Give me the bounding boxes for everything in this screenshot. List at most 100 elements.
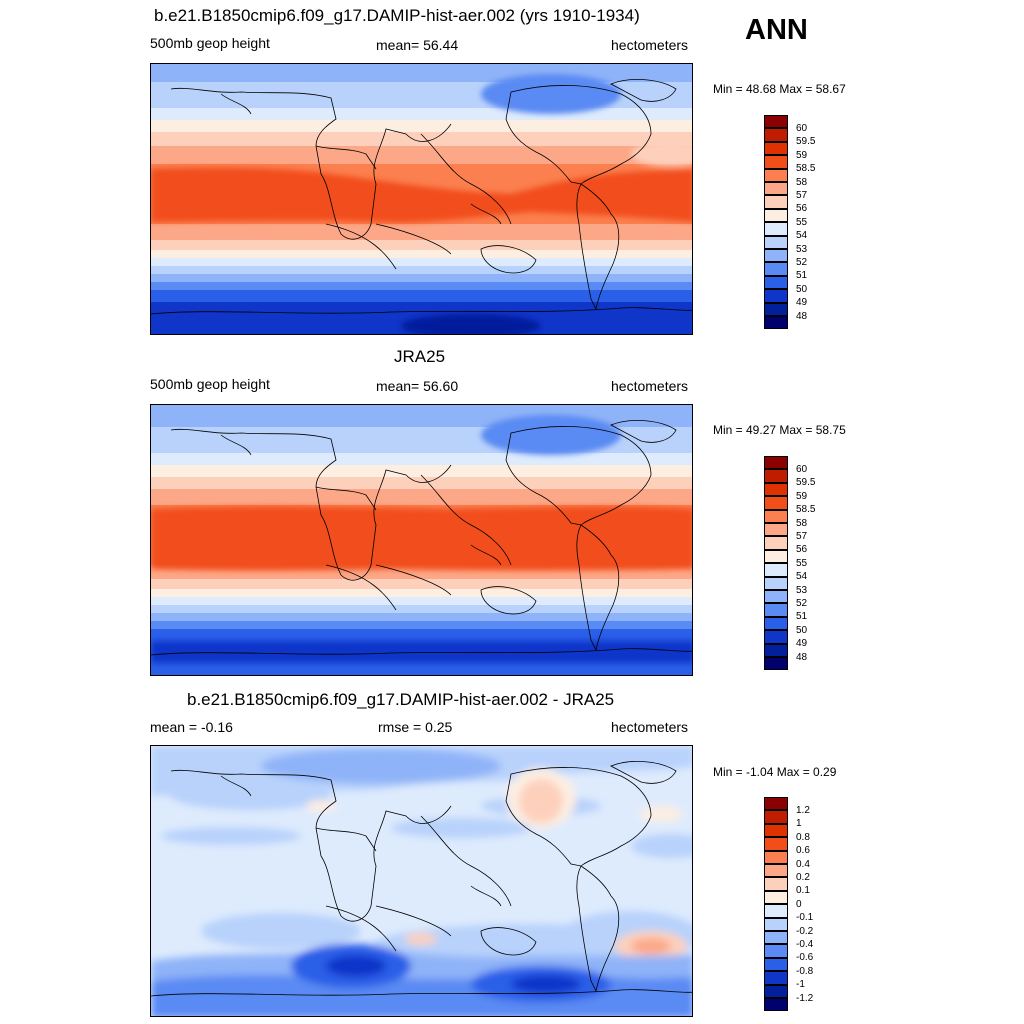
panel1-colorbar-label: 51 <box>796 270 808 282</box>
panel3-colorbar-label: -0.4 <box>796 939 814 950</box>
panel1-colorbar-swatch <box>764 275 788 290</box>
panel3-colorbar-label: 1.2 <box>796 805 810 816</box>
panel1-colorbar-label: 52 <box>796 257 808 268</box>
panel2-colorbar-label: 54 <box>796 571 808 583</box>
panel2-colorbar-label: 53 <box>796 584 808 596</box>
panel1-colorbar-swatch <box>764 182 788 196</box>
panel3-colorbar-swatch <box>764 823 788 838</box>
panel3-colorbar-label: -0.1 <box>796 912 814 924</box>
panel2-colorbar-swatch <box>764 630 788 644</box>
panel3-colorbar-swatch <box>764 944 788 958</box>
panel3-map <box>150 745 693 1017</box>
panel3-colorbar-swatch <box>764 998 788 1012</box>
panel2-minmax-label: Min = 49.27 Max = 58.75 <box>713 423 846 437</box>
panel2-colorbar-label: 60 <box>796 464 808 475</box>
panel2-colorbar-label: 55 <box>796 557 808 569</box>
panel1-colorbar-label: 60 <box>796 123 808 134</box>
panel2-mean-label: mean= 56.60 <box>376 378 459 394</box>
panel1-colorbar-label: 58 <box>796 176 808 188</box>
panel3-colorbar-swatch <box>764 904 788 918</box>
panel3-colorbar-label: -0.2 <box>796 925 814 937</box>
panel2-colorbar-swatch <box>764 603 788 617</box>
panel1-colorbar-swatch <box>764 222 788 236</box>
panel1-minmax-label: Min = 48.68 Max = 58.67 <box>713 82 846 96</box>
panel2-colorbar-swatch <box>764 657 788 671</box>
panel1-variable-label: 500mb geop height <box>150 35 270 51</box>
season-label: ANN <box>745 14 808 46</box>
panel3-colorbar-swatch <box>764 971 788 985</box>
panel1-colorbar-label: 53 <box>796 243 808 255</box>
panel3-rmse-label: rmse = 0.25 <box>378 719 453 735</box>
panel3-colorbar-swatch <box>764 864 788 878</box>
panel3-colorbar-swatch <box>764 984 788 998</box>
panel3-colorbar-swatch <box>764 917 788 931</box>
panel2-colorbar-label: 58 <box>796 517 808 529</box>
panel1-colorbar-swatch <box>764 155 788 169</box>
panel3-colorbar-swatch <box>764 890 788 905</box>
panel1-title: b.e21.B1850cmip6.f09_g17.DAMIP-hist-aer.… <box>154 6 640 25</box>
panel1-colorbar-swatch <box>764 195 788 209</box>
panel3-colorbar-swatch <box>764 931 788 945</box>
panel2-colorbar-swatch <box>764 536 788 550</box>
panel2-colorbar-swatch <box>764 496 788 510</box>
panel1-colorbar-swatch <box>764 115 788 129</box>
panel2-colorbar-label: 58.5 <box>796 504 816 516</box>
panel1-colorbar-label: 48 <box>796 310 808 322</box>
panel2-title: JRA25 <box>394 347 446 366</box>
panel3-mean-label: mean = -0.16 <box>150 719 233 735</box>
panel2-colorbar-swatch <box>764 509 788 523</box>
panel1-colorbar-swatch <box>764 235 788 249</box>
panel3-title: b.e21.B1850cmip6.f09_g17.DAMIP-hist-aer.… <box>187 690 615 709</box>
panel2-map <box>150 404 693 676</box>
panel2-variable-label: 500mb geop height <box>150 376 270 392</box>
panel3-colorbar-label: 1 <box>796 818 802 830</box>
panel1-mean-label: mean= 56.44 <box>376 37 459 53</box>
panel3-colorbar-label: -1 <box>796 979 805 991</box>
panel2-colorbar-label: 59.5 <box>796 477 816 489</box>
panel3-colorbar-swatch <box>764 850 788 864</box>
panel3-colorbar-label: 0.4 <box>796 858 810 870</box>
panel2-colorbar-label: 57 <box>796 531 808 542</box>
panel1-colorbar-swatch <box>764 249 788 263</box>
panel3-colorbar-label: 0.1 <box>796 885 810 897</box>
panel1-colorbar-swatch <box>764 262 788 276</box>
panel3-coastlines <box>151 761 692 997</box>
panel1-colorbar: 60 59.5 59 58.5 58 57 56 55 54 53 52 51 … <box>764 115 815 330</box>
panel3-colorbar-label: -1.2 <box>796 992 814 1004</box>
panel1-colorbar-label: 57 <box>796 190 808 201</box>
panel1-colorbar-swatch <box>764 289 788 303</box>
panel1-colorbar-label: 54 <box>796 230 808 242</box>
panel2-colorbar-swatch <box>764 576 788 590</box>
panel2-colorbar-label: 50 <box>796 624 808 636</box>
panel1-colorbar-label: 49 <box>796 297 808 309</box>
panel3-colorbar-label: 0 <box>796 898 802 910</box>
panel2-colorbar-label: 52 <box>796 598 808 609</box>
panel3-colorbar-label: -0.6 <box>796 952 814 964</box>
panel2-colorbar-swatch <box>764 482 788 497</box>
panel1-colorbar-swatch <box>764 316 788 330</box>
panel2-colorbar-swatch <box>764 590 788 604</box>
panel3-colorbar: 1.2 1 0.8 0.6 0.4 0.2 0.1 0 -0.1 -0.2 -0… <box>764 797 813 1012</box>
panel3-colorbar-label: 0.2 <box>796 872 810 883</box>
panel2-colorbar-swatch <box>764 643 788 657</box>
panel2-units-label: hectometers <box>611 378 689 394</box>
panel1-colorbar-swatch <box>764 168 788 182</box>
panel3-minmax-label: Min = -1.04 Max = 0.29 <box>713 765 837 779</box>
panel3-colorbar-swatch <box>764 837 788 851</box>
panel1-coastlines <box>151 79 692 315</box>
panel3-units-label: hectometers <box>611 719 689 735</box>
panel1-colorbar-swatch <box>764 302 788 316</box>
panel2-colorbar-swatch <box>764 523 788 537</box>
panel3-colorbar-swatch <box>764 957 788 972</box>
panel3-colorbar-swatch <box>764 877 788 891</box>
panel2-colorbar-swatch <box>764 469 788 483</box>
panel2-colorbar-swatch <box>764 456 788 470</box>
panel2-colorbar-label: 56 <box>796 544 808 556</box>
panel3-colorbar-swatch <box>764 797 788 811</box>
panel3-colorbar-label: 0.6 <box>796 845 810 857</box>
panel1-colorbar-label: 55 <box>796 216 808 228</box>
panel2-colorbar-label: 59 <box>796 490 808 502</box>
panel1-colorbar-label: 59 <box>796 149 808 161</box>
panel3-colorbar-label: 0.8 <box>796 831 810 843</box>
panel1-colorbar-swatch <box>764 128 788 142</box>
